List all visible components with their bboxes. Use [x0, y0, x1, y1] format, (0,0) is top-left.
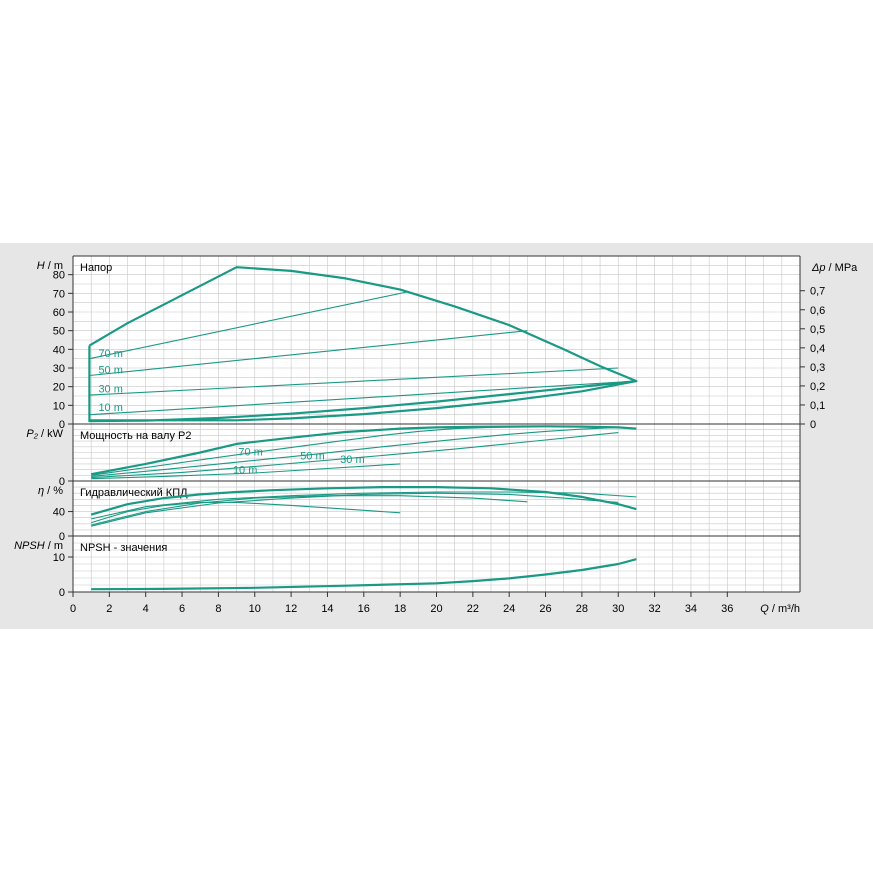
y-axis-symbol: H	[37, 260, 45, 272]
x-axis-unit: / m³/h	[769, 603, 800, 615]
panel-title: Гидравлический КПД	[80, 487, 188, 499]
y2-axis-symbol: Δp	[811, 262, 826, 274]
curve-label: 70 m	[98, 348, 122, 360]
x-tick-label: 24	[503, 603, 515, 615]
y2-axis-unit: / MPa	[826, 262, 859, 274]
y-tick-label: 70	[53, 288, 65, 300]
y-tick-label: 20	[53, 382, 65, 394]
curve-efficiency-70m	[91, 501, 401, 524]
y-axis-label: NPSH / m	[14, 540, 63, 552]
y-tick-label: 10	[53, 552, 65, 564]
x-tick-label: 34	[685, 603, 697, 615]
y2-tick-label: 0,2	[810, 381, 825, 393]
y-axis-label: η / %	[38, 485, 63, 497]
y-axis-unit: / kW	[38, 428, 64, 440]
x-tick-label: 22	[467, 603, 479, 615]
y-tick-label: 80	[53, 270, 65, 282]
curve-power-10m	[91, 463, 401, 480]
x-axis-symbol: Q	[760, 603, 769, 615]
curve-power-50m	[91, 426, 619, 477]
curve-envelope-head	[88, 345, 638, 423]
x-tick-label: 36	[721, 603, 733, 615]
y-axis-unit: / %	[44, 485, 63, 497]
curve-label: 30 m	[340, 454, 364, 466]
curve-label: 10 m	[98, 402, 122, 414]
y-tick-label: 40	[53, 507, 65, 519]
curve-power-30m	[91, 432, 619, 479]
y2-tick-label: 0,1	[810, 400, 825, 412]
x-tick-label: 2	[106, 603, 112, 615]
x-tick-label: 20	[430, 603, 442, 615]
curve-head-70m	[89, 290, 410, 360]
x-tick-label: 6	[179, 603, 185, 615]
y2-tick-label: 0,7	[810, 286, 825, 298]
y-tick-label: 0	[59, 419, 65, 431]
y-tick-label: 10	[53, 400, 65, 412]
x-tick-label: 8	[215, 603, 221, 615]
curve-head-10m	[89, 380, 637, 416]
panel-title: NPSH - значения	[80, 542, 167, 554]
y-tick-label: 40	[53, 344, 65, 356]
panel-title: Мощность на валу P2	[80, 430, 192, 442]
y-axis-label: P₂ / kW	[26, 428, 63, 440]
y2-tick-label: 0,6	[810, 305, 825, 317]
x-tick-label: 0	[70, 603, 76, 615]
curve-max-npsh	[91, 558, 637, 591]
curve-max-efficiency	[90, 486, 637, 516]
y-tick-label: 0	[59, 476, 65, 488]
curve-label: 50 m	[98, 365, 122, 377]
curve-max-power	[90, 425, 637, 476]
y-tick-label: 0	[59, 531, 65, 543]
y-tick-label: 30	[53, 363, 65, 375]
x-tick-label: 16	[358, 603, 370, 615]
y2-tick-label: 0	[810, 419, 816, 431]
x-tick-label: 12	[285, 603, 297, 615]
x-tick-label: 30	[612, 603, 624, 615]
x-tick-label: 4	[143, 603, 149, 615]
y-axis-unit: / m	[45, 260, 63, 272]
y2-axis-label: Δp / MPa	[811, 262, 858, 274]
curve-efficiency-10m	[91, 491, 637, 520]
curve-label: 10 m	[233, 465, 257, 477]
y-axis-symbol: P₂	[26, 428, 38, 440]
curve-head-30m	[89, 367, 619, 396]
y2-tick-label: 0,5	[810, 324, 825, 336]
y-tick-label: 60	[53, 307, 65, 319]
x-axis-label: Q / m³/h	[760, 603, 800, 615]
x-tick-label: 26	[539, 603, 551, 615]
y-axis-symbol: NPSH	[14, 540, 45, 552]
curve-label: 70 m	[238, 446, 262, 458]
curve-head-50m	[89, 330, 528, 377]
y-tick-label: 0	[59, 587, 65, 599]
panel-title: Напор	[80, 262, 112, 274]
curve-efficiency-30m	[91, 492, 619, 527]
x-tick-label: 14	[321, 603, 333, 615]
x-tick-label: 28	[576, 603, 588, 615]
x-tick-label: 32	[648, 603, 660, 615]
y-axis-symbol: η	[38, 485, 44, 497]
y-axis-label: H / m	[37, 260, 63, 272]
y2-tick-label: 0,4	[810, 343, 825, 355]
y-tick-label: 50	[53, 326, 65, 338]
curve-label: 50 m	[300, 450, 324, 462]
y-axis-unit: / m	[45, 540, 63, 552]
y2-tick-label: 0,3	[810, 362, 825, 374]
curve-power-70m	[91, 425, 546, 476]
x-tick-label: 18	[394, 603, 406, 615]
x-tick-label: 10	[249, 603, 261, 615]
curve-label: 30 m	[98, 383, 122, 395]
curve-efficiency-50m	[91, 495, 528, 526]
curve-max-head	[88, 266, 637, 383]
